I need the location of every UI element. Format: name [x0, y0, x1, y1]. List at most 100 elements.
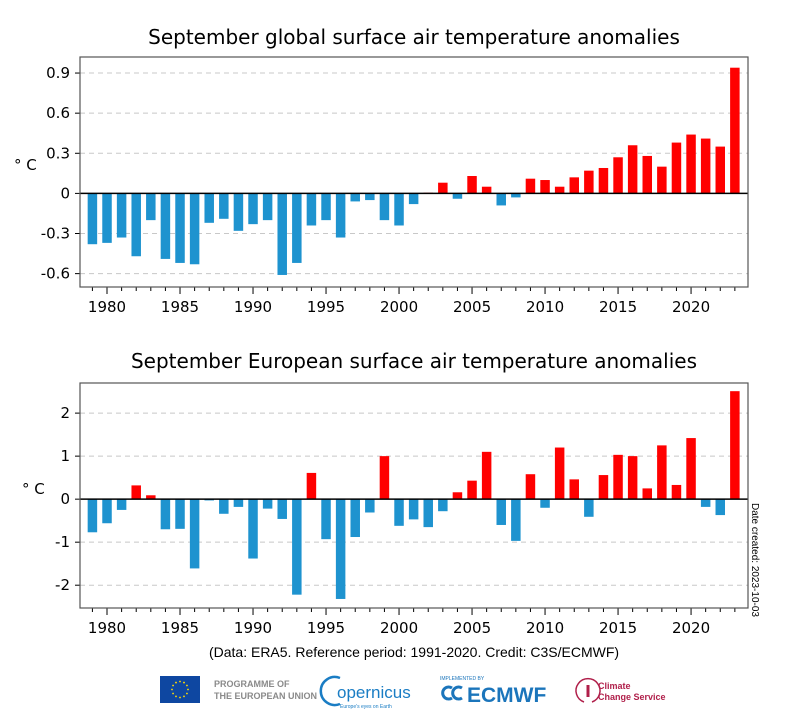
bar-2017: [642, 155, 652, 194]
x-tick-label: 1995: [307, 619, 345, 637]
c3s-logo: Climate Change Service: [575, 677, 666, 703]
bar-1999: [379, 456, 390, 500]
c3s-line1: Climate: [598, 681, 631, 691]
bar-2000: [394, 193, 404, 226]
europe-anomaly-chart: September European surface air temperatu…: [22, 349, 749, 637]
bar-1988: [219, 499, 229, 514]
eu-flag-icon: [160, 676, 200, 703]
bar-1993: [292, 193, 302, 263]
eu-star-icon: [175, 681, 177, 684]
eu-star-icon: [186, 684, 188, 687]
bar-1997: [350, 499, 360, 538]
bar-2012: [569, 479, 579, 500]
bar-1995: [321, 193, 331, 221]
bar-1982: [131, 193, 141, 257]
bar-2001: [408, 193, 419, 205]
ecmwf-logo: IMPLEMENTED BY ECMWF: [440, 676, 546, 707]
bar-2022: [715, 499, 726, 516]
bar-2023: [730, 67, 740, 194]
y-tick-label: 1: [60, 447, 70, 465]
bar-1998: [365, 499, 375, 513]
bar-1991: [262, 193, 273, 221]
x-tick-label: 2015: [599, 298, 637, 316]
x-tick-label: 2000: [380, 298, 418, 316]
bar-1998: [365, 193, 375, 201]
ecmwf-name: ECMWF: [467, 684, 546, 707]
bar-1987: [204, 193, 214, 223]
y-tick-label: 0: [60, 490, 70, 508]
bar-2014: [598, 475, 609, 500]
bar-1994: [306, 472, 317, 500]
bar-2003: [438, 499, 448, 512]
bar-1981: [116, 499, 127, 510]
bar-1991: [262, 499, 273, 509]
bar-1983: [146, 193, 156, 221]
bar-2000: [394, 499, 404, 526]
x-tick-label: 1990: [234, 298, 272, 316]
y-tick-label: 0.3: [46, 144, 70, 162]
copernicus-logo: opernicus Europe's eyes on Earth: [319, 675, 411, 710]
bar-2019: [671, 142, 682, 194]
bar-2016: [627, 456, 638, 500]
bar-2018: [657, 445, 667, 500]
bar-1993: [292, 499, 302, 595]
y-tick-label: -2: [55, 576, 70, 594]
y-tick-label: -0.3: [41, 225, 70, 243]
bar-1984: [160, 499, 171, 530]
eu-star-icon: [175, 695, 177, 698]
bar-1982: [131, 485, 141, 500]
bar-1985: [175, 499, 185, 529]
eu-logo-line2: THE EUROPEAN UNION: [214, 691, 317, 701]
bar-2023: [730, 391, 740, 500]
c3s-line2: Change Service: [598, 692, 666, 702]
x-tick-label: 2005: [453, 298, 491, 316]
bar-1992: [277, 499, 287, 519]
bar-2013: [584, 499, 594, 517]
bar-2012: [569, 177, 579, 194]
bar-2005: [467, 480, 477, 500]
bar-1990: [248, 499, 258, 559]
bar-1999: [379, 193, 390, 221]
x-tick-label: 2020: [672, 298, 710, 316]
bar-2021: [700, 138, 711, 194]
bar-1989: [233, 499, 244, 507]
bar-2010: [540, 499, 550, 508]
x-tick-label: 2005: [453, 619, 491, 637]
x-tick-label: 1995: [307, 298, 345, 316]
bar-1988: [219, 193, 229, 219]
bar-2006: [481, 451, 492, 500]
bar-2017: [642, 488, 652, 500]
bar-2009: [525, 178, 536, 194]
bar-1986: [189, 499, 200, 569]
x-tick-label: 2010: [526, 619, 564, 637]
eu-star-icon: [187, 688, 189, 691]
bar-1980: [102, 499, 112, 524]
x-tick-label: 1985: [161, 619, 199, 637]
chart-title: September European surface air temperatu…: [131, 349, 697, 373]
eu-logo-line1: PROGRAMME OF: [214, 679, 290, 689]
plot-frame: [79, 382, 749, 609]
ecmwf-implemented-by: IMPLEMENTED BY: [440, 676, 485, 682]
bar-2004: [452, 492, 463, 500]
thermometer-icon: [575, 677, 601, 703]
bar-1980: [102, 193, 112, 243]
y-tick-label: 2: [60, 404, 70, 422]
eu-star-icon: [179, 696, 181, 699]
x-tick-label: 1980: [88, 619, 126, 637]
eu-star-icon: [179, 680, 181, 683]
bar-2018: [657, 166, 667, 194]
bar-2016: [627, 145, 638, 194]
x-tick-label: 1980: [88, 298, 126, 316]
bar-1997: [350, 193, 360, 202]
bar-2009: [525, 474, 536, 500]
bar-2004: [452, 193, 463, 199]
bar-1979: [87, 499, 98, 533]
bar-1995: [321, 499, 331, 540]
eu-star-icon: [172, 692, 174, 695]
date-created: Date created: 2023-10-03: [749, 503, 760, 617]
bar-1986: [189, 193, 200, 265]
y-tick-label: 0: [60, 184, 70, 202]
bar-1996: [335, 193, 346, 238]
bar-2020: [686, 438, 696, 500]
